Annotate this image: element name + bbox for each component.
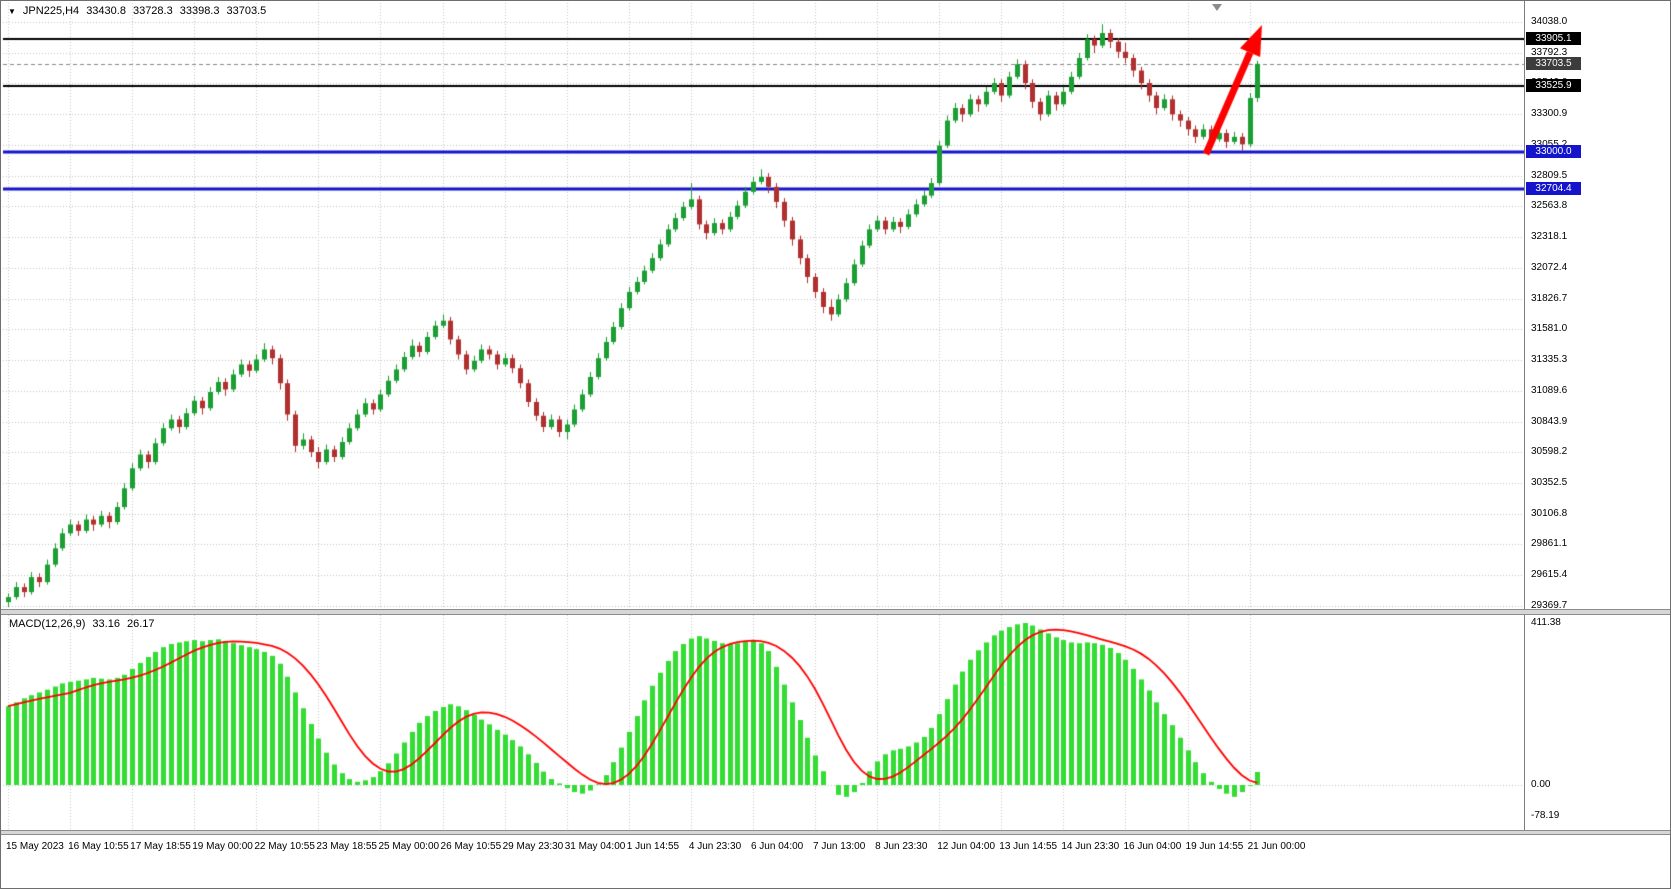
price-tick-label: 31581.0 xyxy=(1531,323,1568,335)
macd-name: MACD(12,26,9) xyxy=(9,618,86,630)
price-tick-label: 29369.7 xyxy=(1531,599,1568,611)
time-label: 25 May 00:00 xyxy=(378,841,440,852)
time-label: 22 May 10:55 xyxy=(254,841,315,852)
time-label: 16 Jun 04:00 xyxy=(1123,841,1182,852)
time-label: 26 May 10:55 xyxy=(440,841,502,852)
time-label: 14 Jun 23:30 xyxy=(1061,841,1120,852)
price-tick-label: 32809.5 xyxy=(1531,169,1568,181)
price-tick-label: 31089.6 xyxy=(1531,384,1568,396)
time-label: 8 Jun 23:30 xyxy=(875,841,928,852)
price-tick-label: 32563.8 xyxy=(1531,200,1568,212)
symbol-name: JPN225,H4 xyxy=(22,5,80,17)
chart-shift-marker-icon[interactable] xyxy=(1212,4,1222,11)
macd-axis-label: 0.00 xyxy=(1531,779,1551,790)
time-label: 19 May 00:00 xyxy=(192,841,253,852)
price-level-badge: 32704.4 xyxy=(1526,181,1581,195)
price-tick-label: 29615.4 xyxy=(1531,569,1568,581)
price-tick-label: 33792.3 xyxy=(1531,46,1568,58)
macd-value: 33.16 xyxy=(92,618,120,630)
time-label: 4 Jun 23:30 xyxy=(688,841,742,852)
price-tick-label: 31335.3 xyxy=(1531,354,1568,366)
time-label: 7 Jun 13:00 xyxy=(813,841,866,852)
price-tick-label: 30843.9 xyxy=(1531,415,1568,427)
time-label: 16 May 10:55 xyxy=(68,841,129,852)
time-label: 21 Jun 00:00 xyxy=(1247,841,1306,852)
pane-separator-2[interactable] xyxy=(1,830,1670,835)
time-label: 17 May 18:55 xyxy=(130,841,191,852)
price-level-badge: 33905.1 xyxy=(1526,31,1581,45)
symbol-open: 33430.8 xyxy=(86,5,126,17)
price-tick-label: 29861.1 xyxy=(1531,538,1568,550)
symbol-close: 33703.5 xyxy=(226,5,267,17)
price-tick-label: 30106.8 xyxy=(1531,507,1568,519)
time-label: 13 Jun 14:55 xyxy=(999,841,1058,852)
price-tick-label: 33055.2 xyxy=(1531,139,1567,150)
price-axis[interactable]: 34038.033792.333546.633300.933055.232809… xyxy=(1524,1,1670,835)
symbol-high: 33728.3 xyxy=(132,5,173,17)
pane-separator[interactable] xyxy=(1,609,1670,615)
price-tick-label: 32072.4 xyxy=(1531,261,1568,273)
price-tick-label: 32318.1 xyxy=(1531,231,1568,243)
time-label: 1 Jun 14:55 xyxy=(626,841,680,852)
price-tick-label: 30352.5 xyxy=(1531,476,1568,488)
price-level-badge: 33525.9 xyxy=(1526,79,1581,93)
time-axis[interactable]: 15 May 2023 16 May 10:55 17 May 18:55 19 Ma… xyxy=(1,835,1670,888)
time-label: 15 May 2023 xyxy=(6,841,64,852)
macd-indicator-label: MACD(12,26,9) 33.16 26.17 xyxy=(9,618,154,630)
macd-axis-label: 411.38 xyxy=(1531,617,1561,628)
macd-axis-label: -78.19 xyxy=(1531,809,1560,821)
price-tick-label: 33300.9 xyxy=(1531,108,1568,120)
symbol-info: ▼ JPN225,H4 33430.8 33728.3 33398.3 3370… xyxy=(8,5,266,17)
time-label: 19 Jun 14:55 xyxy=(1185,841,1244,852)
price-tick-label: 30598.2 xyxy=(1531,446,1568,458)
time-label: 6 Jun 04:00 xyxy=(750,841,804,852)
time-label: 29 May 23:30 xyxy=(502,841,564,852)
time-label: 12 Jun 04:00 xyxy=(937,841,996,852)
time-label: 23 May 18:55 xyxy=(316,841,377,852)
price-level-badge: 33000.0 xyxy=(1526,144,1581,158)
price-tick-label: 34038.0 xyxy=(1531,16,1568,27)
symbol-dropdown-icon[interactable]: ▼ xyxy=(8,6,16,16)
symbol-low: 33398.3 xyxy=(179,5,220,17)
current-price-badge: 33703.5 xyxy=(1526,56,1581,70)
time-label: 31 May 04:00 xyxy=(564,841,626,852)
price-tick-label: 31826.7 xyxy=(1531,292,1568,304)
macd-signal-value: 26.17 xyxy=(126,618,155,630)
